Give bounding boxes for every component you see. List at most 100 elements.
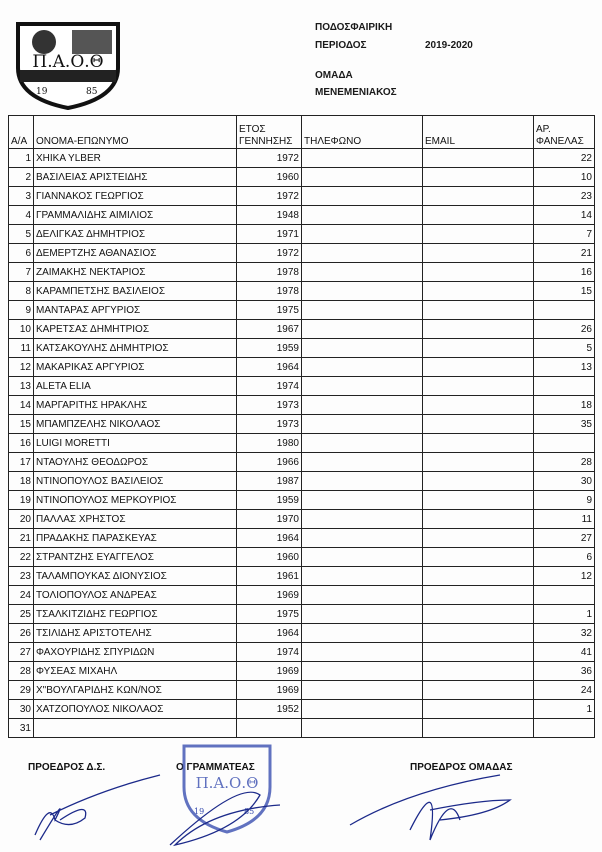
row-index-cell: 24 bbox=[8, 585, 34, 605]
birth-year-cell: 1961 bbox=[236, 566, 302, 586]
row-index-cell: 26 bbox=[8, 623, 34, 643]
table-row: 3 ΓΙΑΝΝΑΚΟΣ ΓΕΩΡΓΙΟΣ 1972 23 bbox=[8, 186, 595, 206]
email-cell bbox=[422, 699, 534, 719]
period-value: 2019-2020 bbox=[425, 40, 473, 51]
table-row: 11 ΚΑΤΣΑΚΟΥΛΗΣ ΔΗΜΗΤΡΙΟΣ 1959 5 bbox=[8, 338, 595, 358]
row-index-cell: 13 bbox=[8, 376, 34, 396]
phone-cell bbox=[301, 490, 423, 510]
row-index-cell: 21 bbox=[8, 528, 34, 548]
player-name-cell: LUIGI MORETTI bbox=[33, 433, 237, 453]
row-index-cell: 30 bbox=[8, 699, 34, 719]
email-cell bbox=[422, 642, 534, 662]
row-index-cell: 17 bbox=[8, 452, 34, 472]
roster-table: Α/Α ΟΝΟΜΑ-ΕΠΩΝΥΜΟ ΕΤΟΣ ΓΕΝΝΗΣΗΣ ΤΗΛΕΦΩΝΟ… bbox=[8, 115, 595, 738]
birth-year-cell bbox=[236, 718, 302, 738]
phone-cell bbox=[301, 471, 423, 491]
phone-cell bbox=[301, 623, 423, 643]
row-index-cell: 10 bbox=[8, 319, 34, 339]
row-index-cell: 20 bbox=[8, 509, 34, 529]
row-index-cell: 29 bbox=[8, 680, 34, 700]
birth-year-cell: 1975 bbox=[236, 604, 302, 624]
jersey-number-cell: 28 bbox=[533, 452, 595, 472]
table-header-row: Α/Α ΟΝΟΜΑ-ΕΠΩΝΥΜΟ ΕΤΟΣ ΓΕΝΝΗΣΗΣ ΤΗΛΕΦΩΝΟ… bbox=[8, 115, 595, 149]
table-row: 15 ΜΠΑΜΠΖΕΛΗΣ ΝΙΚΟΛΑΟΣ 1973 35 bbox=[8, 414, 595, 434]
phone-cell bbox=[301, 224, 423, 244]
phone-cell bbox=[301, 167, 423, 187]
phone-cell bbox=[301, 186, 423, 206]
birth-year-cell: 1964 bbox=[236, 528, 302, 548]
phone-cell bbox=[301, 300, 423, 320]
sport-label: ΠΟΔΟΣΦΑΙΡΙΚΗ bbox=[315, 22, 393, 33]
player-name-cell: ΧΑΤΖΟΠΟΥΛΟΣ ΝΙΚΟΛΑΟΣ bbox=[33, 699, 237, 719]
player-name-cell: ΔΕΛΙΓΚΑΣ ΔΗΜΗΤΡΙΟΣ bbox=[33, 224, 237, 244]
email-cell bbox=[422, 718, 534, 738]
player-name-cell: ΒΑΣΙΛΕΙΑΣ ΑΡΙΣΤΕΙΔΗΣ bbox=[33, 167, 237, 187]
row-index-cell: 12 bbox=[8, 357, 34, 377]
club-logo-icon: Π.Α.Ο.Θ 19 85 bbox=[16, 22, 120, 110]
player-name-cell: ΖΑΙΜΑΚΗΣ ΝΕΚΤΑΡΙΟΣ bbox=[33, 262, 237, 282]
team-value: ΜΕΝΕΜΕΝΙΑΚΟΣ bbox=[315, 87, 397, 98]
row-index-cell: 28 bbox=[8, 661, 34, 681]
player-name-cell: ALETA ELIA bbox=[33, 376, 237, 396]
birth-year-cell: 1948 bbox=[236, 205, 302, 225]
player-name-cell: ΣΤΡΑΝΤΖΗΣ ΕΥΑΓΓΕΛΟΣ bbox=[33, 547, 237, 567]
table-row: 9 ΜΑΝΤΑΡΑΣ ΑΡΓΥΡΙΟΣ 1975 bbox=[8, 300, 595, 320]
email-cell bbox=[422, 452, 534, 472]
birth-year-cell: 1972 bbox=[236, 186, 302, 206]
birth-year-cell: 1969 bbox=[236, 585, 302, 605]
col-email: EMAIL bbox=[422, 115, 534, 149]
svg-text:85: 85 bbox=[86, 87, 98, 97]
email-cell bbox=[422, 566, 534, 586]
phone-cell bbox=[301, 680, 423, 700]
row-index-cell: 2 bbox=[8, 167, 34, 187]
jersey-number-cell: 30 bbox=[533, 471, 595, 491]
table-row: 21 ΠΡΑΔΑΚΗΣ ΠΑΡΑΣΚΕΥΑΣ 1964 27 bbox=[8, 528, 595, 548]
row-index-cell: 25 bbox=[8, 604, 34, 624]
email-cell bbox=[422, 471, 534, 491]
svg-text:Π.Α.Ο.Θ: Π.Α.Ο.Θ bbox=[196, 774, 259, 792]
row-index-cell: 6 bbox=[8, 243, 34, 263]
email-cell bbox=[422, 680, 534, 700]
player-name-cell: ΓΡΑΜΜΑΛΙΔΗΣ ΑΙΜΙΛΙΟΣ bbox=[33, 205, 237, 225]
player-name-cell: ΜΑΝΤΑΡΑΣ ΑΡΓΥΡΙΟΣ bbox=[33, 300, 237, 320]
team-president-label: ΠΡΟΕΔΡΟΣ ΟΜΑΔΑΣ bbox=[410, 762, 513, 773]
jersey-number-cell: 22 bbox=[533, 148, 595, 168]
email-cell bbox=[422, 357, 534, 377]
col-jersey: ΑΡ. ΦΑΝΕΛΑΣ bbox=[533, 115, 595, 149]
phone-cell bbox=[301, 547, 423, 567]
player-name-cell: ΤΟΛΙΟΠΟΥΛΟΣ ΑΝΔΡΕΑΣ bbox=[33, 585, 237, 605]
player-name-cell: ΠΑΛΛΑΣ ΧΡΗΣΤΟΣ bbox=[33, 509, 237, 529]
phone-cell bbox=[301, 566, 423, 586]
birth-year-cell: 1967 bbox=[236, 319, 302, 339]
player-name-cell: ΤΑΛΑΜΠΟΥΚΑΣ ΔΙΟΝΥΣΙΟΣ bbox=[33, 566, 237, 586]
email-cell bbox=[422, 395, 534, 415]
jersey-number-cell: 35 bbox=[533, 414, 595, 434]
player-name-cell: ΚΑΡΕΤΣΑΣ ΔΗΜΗΤΡΙΟΣ bbox=[33, 319, 237, 339]
player-name-cell: ΦΑΧΟΥΡΙΔΗΣ ΣΠΥΡΙΔΩΝ bbox=[33, 642, 237, 662]
row-index-cell: 14 bbox=[8, 395, 34, 415]
email-cell bbox=[422, 528, 534, 548]
phone-cell bbox=[301, 395, 423, 415]
board-president-label: ΠΡΟΕΔΡΟΣ Δ.Σ. bbox=[28, 762, 106, 773]
birth-year-cell: 1974 bbox=[236, 376, 302, 396]
row-index-cell: 27 bbox=[8, 642, 34, 662]
jersey-number-cell: 41 bbox=[533, 642, 595, 662]
phone-cell bbox=[301, 338, 423, 358]
jersey-number-cell: 27 bbox=[533, 528, 595, 548]
table-row: 19 ΝΤΙΝΟΠΟΥΛΟΣ ΜΕΡΚΟΥΡΙΟΣ 1959 9 bbox=[8, 490, 595, 510]
phone-cell bbox=[301, 243, 423, 263]
player-name-cell: ΓΙΑΝΝΑΚΟΣ ΓΕΩΡΓΙΟΣ bbox=[33, 186, 237, 206]
table-row: 23 ΤΑΛΑΜΠΟΥΚΑΣ ΔΙΟΝΥΣΙΟΣ 1961 12 bbox=[8, 566, 595, 586]
jersey-number-cell bbox=[533, 433, 595, 453]
jersey-number-cell: 6 bbox=[533, 547, 595, 567]
table-row: 29 Χ"ΒΟΥΛΓΑΡΙΔΗΣ ΚΩΝ/ΝΟΣ 1969 24 bbox=[8, 680, 595, 700]
jersey-number-cell: 5 bbox=[533, 338, 595, 358]
table-row: 5 ΔΕΛΙΓΚΑΣ ΔΗΜΗΤΡΙΟΣ 1971 7 bbox=[8, 224, 595, 244]
table-row: 16 LUIGI MORETTI 1980 bbox=[8, 433, 595, 453]
email-cell bbox=[422, 148, 534, 168]
jersey-number-cell bbox=[533, 376, 595, 396]
row-index-cell: 18 bbox=[8, 471, 34, 491]
birth-year-cell: 1959 bbox=[236, 338, 302, 358]
phone-cell bbox=[301, 262, 423, 282]
row-index-cell: 5 bbox=[8, 224, 34, 244]
